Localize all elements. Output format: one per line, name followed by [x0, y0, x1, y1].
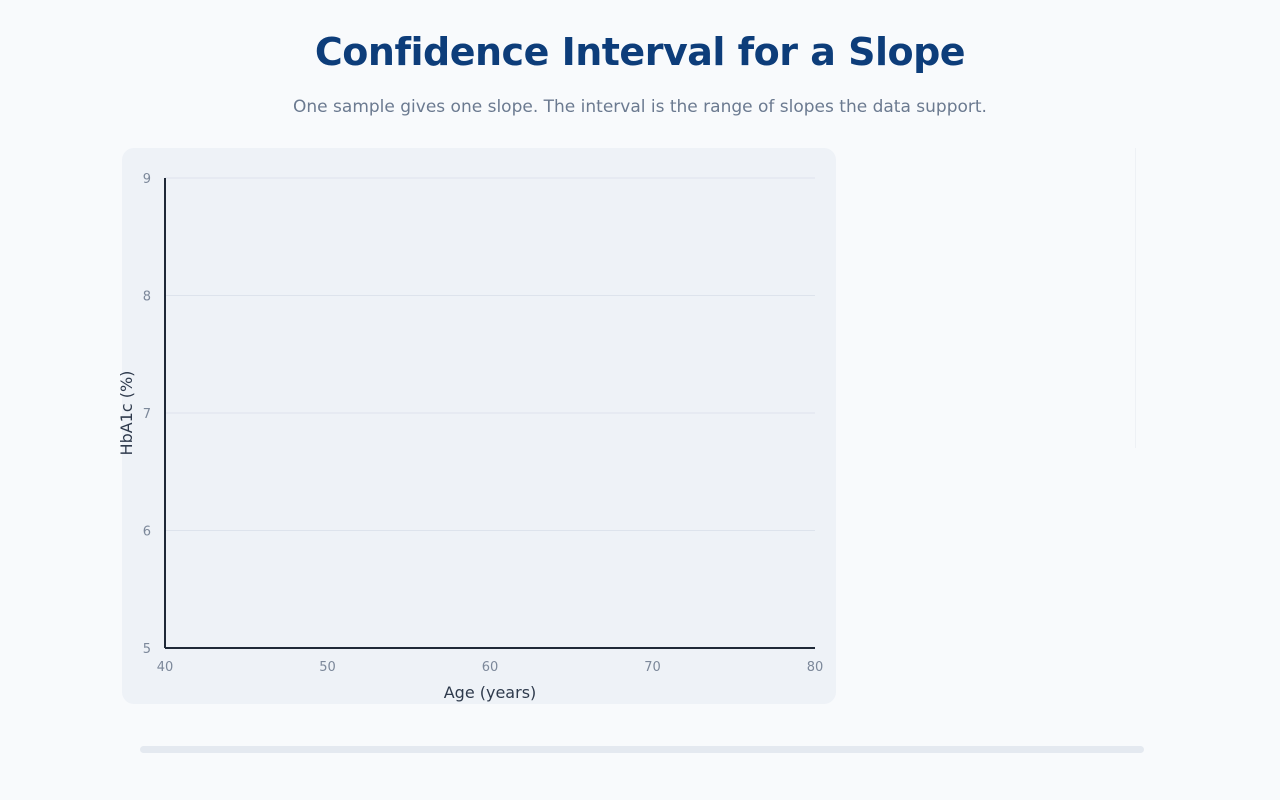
side-panel [850, 148, 1136, 448]
page-title: Confidence Interval for a Slope [314, 30, 966, 74]
y-tick-label: 9 [143, 172, 151, 187]
y-tick-label: 8 [143, 290, 151, 305]
progress-track [140, 746, 1144, 753]
y-tick-label: 6 [143, 525, 151, 540]
page-subtitle: One sample gives one slope. The interval… [293, 97, 987, 117]
x-tick-label: 40 [157, 660, 174, 675]
x-tick-label: 60 [482, 660, 499, 675]
x-tick-label: 50 [319, 660, 336, 675]
chart-card [122, 148, 836, 704]
y-tick-label: 7 [143, 407, 151, 422]
tick-layer: 5 6 7 8 9 40 50 60 70 80 [143, 172, 824, 675]
y-tick-label: 5 [143, 642, 151, 657]
x-tick-label: 70 [644, 660, 661, 675]
grid-layer [165, 177, 815, 649]
axis-layer [164, 178, 815, 649]
x-axis-label: Age (years) [444, 683, 537, 702]
x-tick-label: 80 [807, 660, 824, 675]
y-axis-label: HbA1c (%) [117, 371, 136, 456]
